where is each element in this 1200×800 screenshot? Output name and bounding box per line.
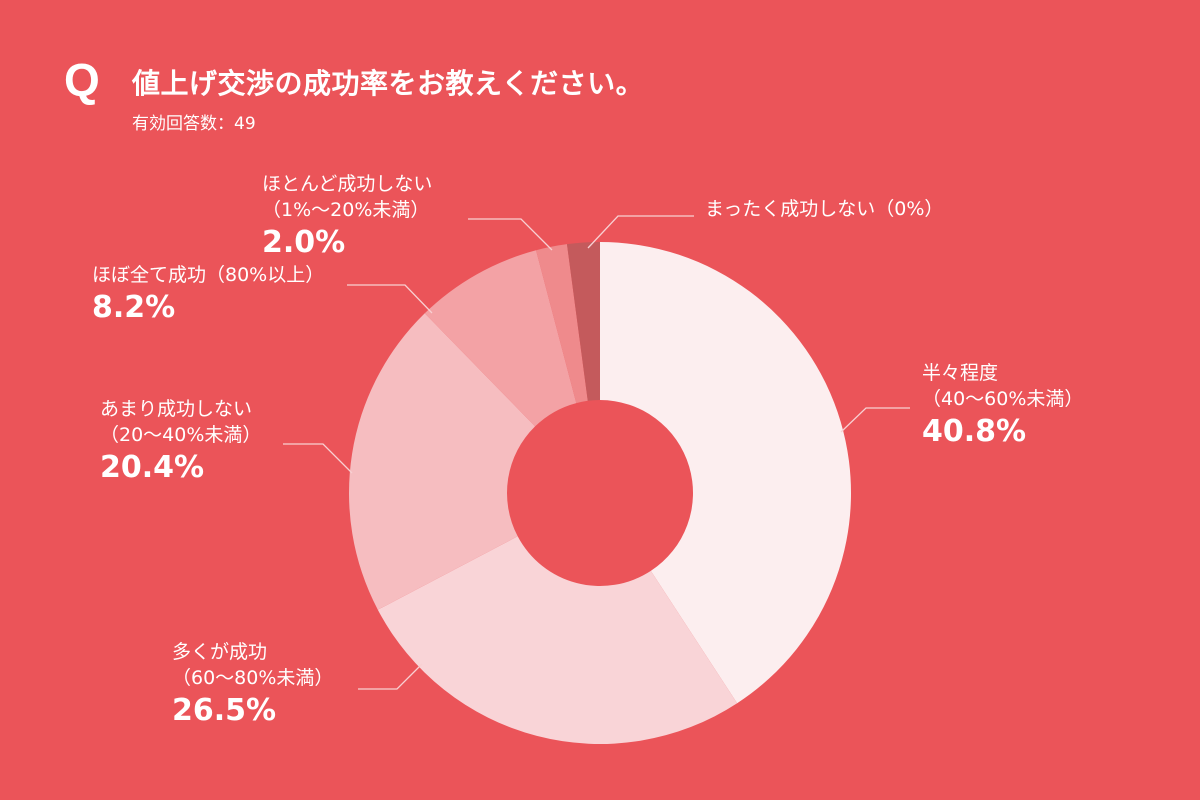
slice-category: まったく成功しない（0%）	[705, 198, 944, 220]
question-mark-q: Q	[64, 54, 100, 106]
slice-percent: 8.2%	[92, 290, 176, 325]
slice-percent: 26.5%	[172, 693, 277, 728]
leader-line-20	[283, 443, 353, 474]
slice-label-80-plus: ほぼ全て成功（80%以上） 8.2%	[92, 262, 324, 328]
slice-range: （40〜60%未満）	[922, 388, 1084, 410]
donut-slice	[566, 242, 600, 401]
donut-slice	[377, 536, 738, 744]
slice-percent: 40.8%	[922, 414, 1027, 449]
chart-title: 値上げ交渉の成功率をお教えください。	[132, 67, 645, 100]
leader-line-0	[587, 215, 694, 249]
donut-slice	[349, 313, 536, 610]
slice-category: 半々程度	[922, 362, 999, 384]
slice-category: 多くが成功	[172, 641, 268, 663]
response-count: 有効回答数：49	[132, 114, 256, 134]
slice-category: ほぼ全て成功（80%以上）	[92, 264, 325, 286]
slice-range: （60〜80%未満）	[172, 667, 334, 689]
leader-line-60	[358, 663, 423, 690]
slice-category: あまり成功しない	[100, 398, 253, 420]
leader-line-80	[347, 284, 433, 314]
slice-label-60-80: 多くが成功 （60〜80%未満） 26.5%	[172, 639, 333, 731]
slice-percent: 20.4%	[100, 450, 205, 485]
leader-line-40	[840, 407, 910, 433]
slice-range: （1%〜20%未満）	[262, 199, 430, 221]
leader-line-1	[468, 218, 553, 251]
donut-slice	[600, 242, 851, 704]
donut-slices	[349, 242, 851, 744]
donut-slice	[536, 244, 588, 404]
slice-label-40-60: 半々程度 （40〜60%未満） 40.8%	[922, 360, 1083, 452]
leader-lines	[283, 215, 910, 690]
slice-label-0: まったく成功しない（0%）	[705, 196, 943, 222]
slice-label-20-40: あまり成功しない （20〜40%未満） 20.4%	[100, 396, 261, 488]
donut-slice	[424, 250, 577, 427]
slice-label-1-20: ほとんど成功しない （1%〜20%未満） 2.0%	[262, 171, 432, 263]
slice-range: （20〜40%未満）	[100, 424, 262, 446]
slice-percent: 2.0%	[262, 225, 346, 260]
slice-category: ほとんど成功しない	[262, 173, 433, 195]
